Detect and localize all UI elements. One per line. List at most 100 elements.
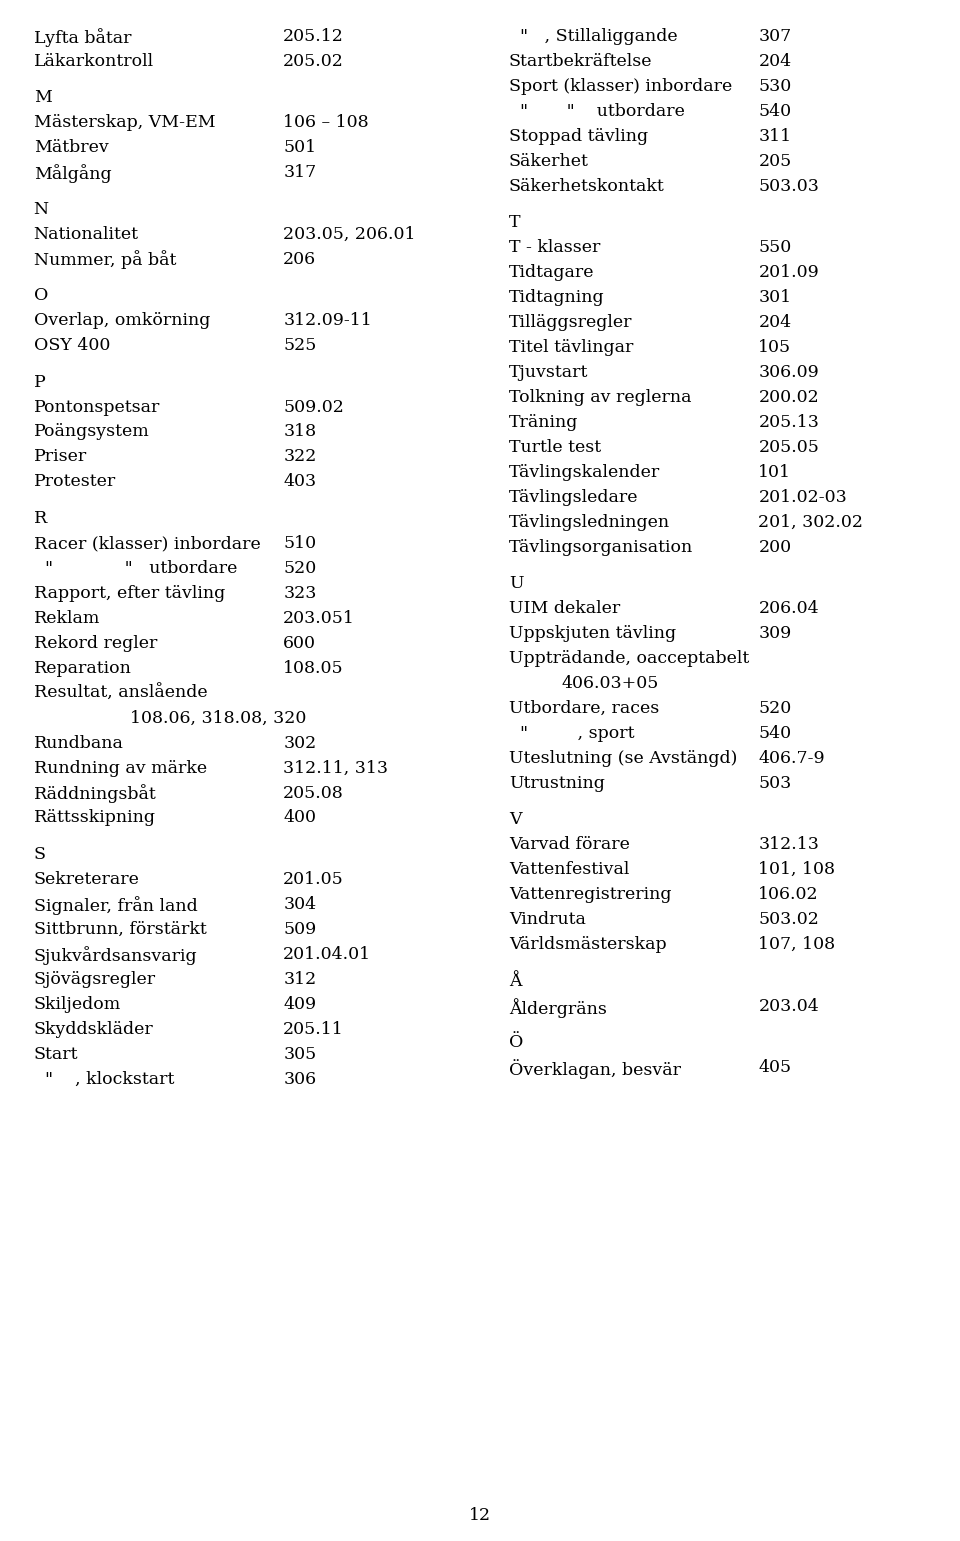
- Text: O: O: [34, 287, 48, 304]
- Text: 107, 108: 107, 108: [758, 935, 835, 954]
- Text: 510: 510: [283, 535, 317, 552]
- Text: Lyfta båtar: Lyfta båtar: [34, 28, 132, 46]
- Text: 205.11: 205.11: [283, 1020, 344, 1037]
- Text: Sittbrunn, förstärkt: Sittbrunn, förstärkt: [34, 922, 206, 938]
- Text: 200: 200: [758, 538, 792, 556]
- Text: Start: Start: [34, 1046, 78, 1063]
- Text: "         , sport: " , sport: [509, 724, 635, 741]
- Text: Reklam: Reklam: [34, 610, 100, 627]
- Text: 309: 309: [758, 626, 792, 643]
- Text: 201.04.01: 201.04.01: [283, 946, 372, 963]
- Text: 206.04: 206.04: [758, 599, 819, 616]
- Text: 409: 409: [283, 995, 317, 1012]
- Text: Startbekräftelse: Startbekräftelse: [509, 52, 652, 69]
- Text: 520: 520: [283, 559, 317, 576]
- Text: Tolkning av reglerna: Tolkning av reglerna: [509, 388, 691, 405]
- Text: 108.05: 108.05: [283, 660, 344, 676]
- Text: 503: 503: [758, 775, 792, 792]
- Text: 302: 302: [283, 735, 317, 752]
- Text: N: N: [34, 200, 49, 217]
- Text: 203.05, 206.01: 203.05, 206.01: [283, 225, 416, 242]
- Text: 200.02: 200.02: [758, 388, 819, 405]
- Text: 205: 205: [758, 153, 792, 170]
- Text: V: V: [509, 811, 521, 829]
- Text: Läkarkontroll: Läkarkontroll: [34, 52, 154, 69]
- Text: R: R: [34, 510, 47, 527]
- Text: Utbordare, races: Utbordare, races: [509, 700, 660, 717]
- Text: 306: 306: [283, 1071, 317, 1088]
- Text: Överklagan, besvär: Överklagan, besvär: [509, 1059, 681, 1079]
- Text: 203.051: 203.051: [283, 610, 355, 627]
- Text: 204: 204: [758, 314, 792, 331]
- Text: 301: 301: [758, 288, 792, 307]
- Text: 307: 307: [758, 28, 792, 45]
- Text: Resultat, anslående: Resultat, anslående: [34, 684, 207, 701]
- Text: UIM dekaler: UIM dekaler: [509, 599, 620, 616]
- Text: 205.08: 205.08: [283, 784, 344, 801]
- Text: Träning: Träning: [509, 413, 578, 431]
- Text: Räddningsbåt: Räddningsbåt: [34, 784, 156, 803]
- Text: 12: 12: [468, 1507, 492, 1524]
- Text: Signaler, från land: Signaler, från land: [34, 895, 198, 915]
- Text: 520: 520: [758, 700, 792, 717]
- Text: Sekreterare: Sekreterare: [34, 871, 139, 888]
- Text: 600: 600: [283, 635, 316, 652]
- Text: Poängsystem: Poängsystem: [34, 424, 150, 441]
- Text: Vattenfestival: Vattenfestival: [509, 861, 629, 878]
- Text: 205.13: 205.13: [758, 413, 819, 431]
- Text: 304: 304: [283, 895, 317, 912]
- Text: 503.03: 503.03: [758, 177, 819, 194]
- Text: 312.11, 313: 312.11, 313: [283, 760, 388, 777]
- Text: 204: 204: [758, 52, 792, 69]
- Text: 312: 312: [283, 971, 317, 988]
- Text: Uteslutning (se Avstängd): Uteslutning (se Avstängd): [509, 750, 737, 767]
- Text: 306.09: 306.09: [758, 364, 819, 381]
- Text: Vattenregistrering: Vattenregistrering: [509, 886, 671, 903]
- Text: Varvad förare: Varvad förare: [509, 837, 630, 854]
- Text: Rapport, efter tävling: Rapport, efter tävling: [34, 584, 225, 603]
- Text: Skiljedom: Skiljedom: [34, 995, 121, 1012]
- Text: 312.13: 312.13: [758, 837, 819, 854]
- Text: Protester: Protester: [34, 473, 116, 490]
- Text: Världsmästerskap: Världsmästerskap: [509, 935, 666, 954]
- Text: Nationalitet: Nationalitet: [34, 225, 138, 242]
- Text: Målgång: Målgång: [34, 163, 111, 183]
- Text: Utrustning: Utrustning: [509, 775, 605, 792]
- Text: Mätbrev: Mätbrev: [34, 139, 108, 156]
- Text: Å: Å: [509, 972, 521, 989]
- Text: 201.02-03: 201.02-03: [758, 488, 847, 505]
- Text: 201, 302.02: 201, 302.02: [758, 513, 863, 530]
- Text: T - klasser: T - klasser: [509, 239, 600, 256]
- Text: "             "   utbordare: " " utbordare: [34, 559, 237, 576]
- Text: 105: 105: [758, 339, 792, 356]
- Text: Tävlingsledningen: Tävlingsledningen: [509, 513, 670, 530]
- Text: 501: 501: [283, 139, 317, 156]
- Text: Tidtagning: Tidtagning: [509, 288, 605, 307]
- Text: 503.02: 503.02: [758, 911, 819, 928]
- Text: 106 – 108: 106 – 108: [283, 114, 369, 131]
- Text: M: M: [34, 89, 52, 106]
- Text: Mästerskap, VM-EM: Mästerskap, VM-EM: [34, 114, 215, 131]
- Text: Reparation: Reparation: [34, 660, 132, 676]
- Text: 550: 550: [758, 239, 792, 256]
- Text: 205.02: 205.02: [283, 52, 344, 69]
- Text: Ö: Ö: [509, 1034, 523, 1051]
- Text: S: S: [34, 846, 46, 863]
- Text: 101: 101: [758, 464, 791, 481]
- Text: 406.7-9: 406.7-9: [758, 750, 825, 767]
- Text: 201.05: 201.05: [283, 871, 344, 888]
- Text: 206: 206: [283, 251, 317, 268]
- Text: 312.09-11: 312.09-11: [283, 311, 372, 330]
- Text: 509.02: 509.02: [283, 399, 344, 416]
- Text: 322: 322: [283, 448, 317, 465]
- Text: Sjukvårdsansvarig: Sjukvårdsansvarig: [34, 946, 197, 965]
- Text: Åldergräns: Åldergräns: [509, 997, 607, 1017]
- Text: Rundbana: Rundbana: [34, 735, 124, 752]
- Text: Stoppad tävling: Stoppad tävling: [509, 128, 648, 145]
- Text: Vindruta: Vindruta: [509, 911, 586, 928]
- Text: 108.06, 318.08, 320: 108.06, 318.08, 320: [130, 709, 306, 727]
- Text: 540: 540: [758, 103, 792, 120]
- Text: 530: 530: [758, 77, 792, 94]
- Text: Skyddskläder: Skyddskläder: [34, 1020, 154, 1037]
- Text: 205.12: 205.12: [283, 28, 344, 45]
